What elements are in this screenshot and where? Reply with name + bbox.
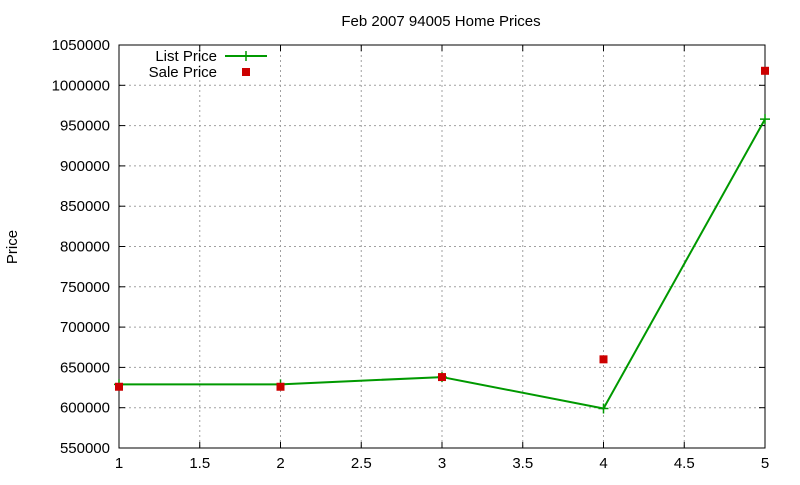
list-price-point xyxy=(598,403,609,414)
x-tick-label: 1.5 xyxy=(189,455,210,472)
y-tick-label: 750000 xyxy=(60,279,110,296)
list-price-series xyxy=(114,114,770,414)
y-tick-label: 650000 xyxy=(60,359,110,376)
y-tick-label: 850000 xyxy=(60,198,110,215)
series-layer xyxy=(114,66,770,414)
plot-frame xyxy=(118,44,766,449)
sale-price-point xyxy=(438,373,446,382)
y-tick-label: 900000 xyxy=(60,158,110,175)
list-price-point xyxy=(760,114,770,125)
legend-swatch-marker xyxy=(242,68,250,76)
x-tick-label: 2 xyxy=(276,455,284,472)
y-axis-label: Price xyxy=(4,230,21,264)
x-tick-label: 3 xyxy=(438,455,446,472)
y-axis-tick-labels: 550000 600000 650000 700000 750000 800000 8500… xyxy=(52,37,110,457)
x-tick-label: 2.5 xyxy=(351,455,372,472)
y-tick-label: 800000 xyxy=(60,239,110,256)
legend-label: List Price xyxy=(155,48,217,65)
grid xyxy=(119,45,765,448)
y-tick-label: 950000 xyxy=(60,118,110,135)
sale-price-point xyxy=(276,382,285,391)
sale-price-point xyxy=(761,66,769,75)
y-tick-label: 550000 xyxy=(60,440,110,457)
x-tick-label: 5 xyxy=(761,455,769,472)
x-tick-label: 3.5 xyxy=(512,455,533,472)
sale-price-series xyxy=(115,66,769,391)
y-tick-label: 1000000 xyxy=(52,77,110,94)
x-tick-label: 4.5 xyxy=(674,455,695,472)
legend-label: Sale Price xyxy=(149,64,217,81)
x-axis-tick-labels: 1 1.5 2 2.5 3 3.5 4 4.5 5 xyxy=(115,455,769,472)
y-tick-label: 700000 xyxy=(60,319,110,336)
y-tick-label: 600000 xyxy=(60,400,110,417)
chart-title: Feb 2007 94005 Home Prices xyxy=(341,13,540,30)
sale-price-point xyxy=(115,382,123,391)
legend-swatch-marker xyxy=(241,51,251,61)
x-tick-label: 4 xyxy=(599,455,607,472)
sale-price-point xyxy=(599,355,608,364)
y-tick-label: 1050000 xyxy=(52,37,110,54)
x-tick-label: 1 xyxy=(115,455,123,472)
